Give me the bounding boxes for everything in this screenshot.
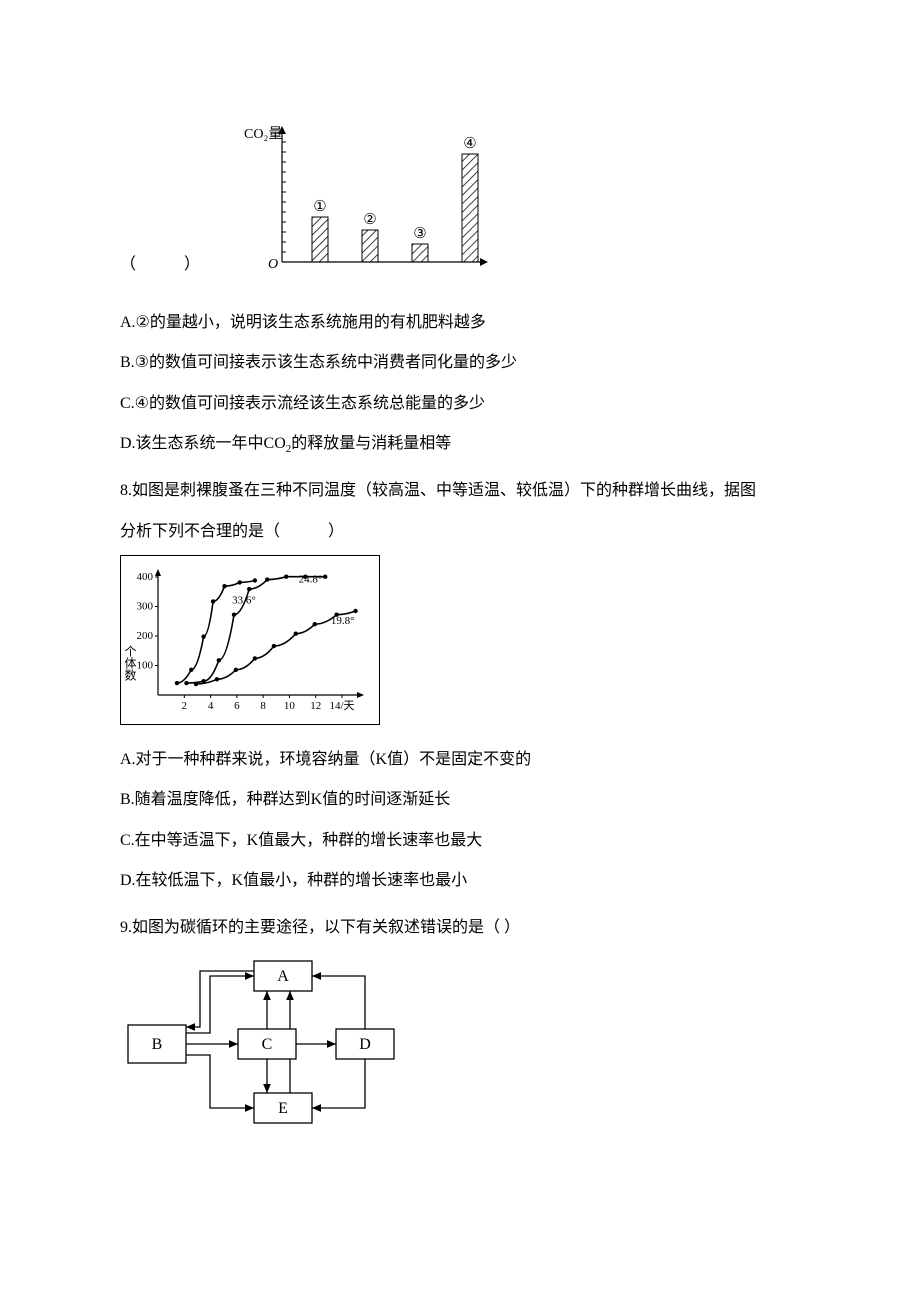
co2-bar-chart: ① ② ③ ④ CO₂量 O [240, 120, 490, 280]
q8-option-d: D.在较低温下，K值最小，种群的增长速率也最小 [120, 866, 830, 896]
svg-text:E: E [278, 1100, 288, 1117]
q7-option-b: B.③的数值可间接表示该生态系统中消费者同化量的多少 [120, 348, 830, 378]
population-growth-chart: 100200300400个体数2468101214/天33.6°24.8°19.… [120, 555, 380, 725]
q7-paren: （ ） [120, 250, 200, 280]
q8-option-a: A.对于一种种群来说，环境容纳量（K值）不是固定不变的 [120, 745, 830, 775]
svg-text:19.8°: 19.8° [331, 615, 355, 627]
svg-text:200: 200 [137, 630, 154, 642]
svg-text:8: 8 [260, 700, 266, 712]
svg-text:12: 12 [310, 700, 321, 712]
q8-stem-b: 分析下列不合理的是（ ） [120, 517, 830, 547]
q9-stem: 9.如图为碳循环的主要途径，以下有关叙述错误的是（ ） [120, 913, 830, 943]
svg-text:100: 100 [137, 660, 154, 672]
q7-option-c: C.④的数值可间接表示流经该生态系统总能量的多少 [120, 389, 830, 419]
svg-text:300: 300 [137, 601, 154, 613]
q7-option-d: D.该生态系统一年中CO2的释放量与消耗量相等 [120, 429, 830, 460]
svg-text:个体数: 个体数 [123, 645, 137, 682]
svg-text:10: 10 [284, 700, 296, 712]
svg-text:B: B [152, 1036, 163, 1053]
svg-text:②: ② [363, 212, 376, 228]
svg-text:400: 400 [137, 571, 154, 583]
svg-text:CO₂量: CO₂量 [244, 126, 282, 142]
carbon-cycle-diagram: A B C D E [120, 953, 420, 1143]
q9-chart-wrap: A B C D E [120, 953, 830, 1143]
svg-text:24.8°: 24.8° [299, 573, 323, 585]
q7-option-a: A.②的量越小，说明该生态系统施用的有机肥料越多 [120, 308, 830, 338]
svg-text:D: D [359, 1036, 371, 1053]
svg-text:④: ④ [463, 136, 476, 152]
q7-option-d-pre: D.该生态系统一年中CO [120, 435, 286, 452]
q8-option-c: C.在中等适温下，K值最大，种群的增长速率也最大 [120, 826, 830, 856]
svg-text:③: ③ [413, 226, 426, 242]
svg-text:6: 6 [234, 700, 240, 712]
q8-option-b: B.随着温度降低，种群达到K值的时间逐渐延长 [120, 785, 830, 815]
svg-text:A: A [277, 968, 289, 985]
svg-text:14/天: 14/天 [329, 700, 354, 712]
svg-text:4: 4 [208, 700, 214, 712]
q8-chart-wrap: 100200300400个体数2468101214/天33.6°24.8°19.… [120, 555, 830, 725]
svg-text:2: 2 [182, 700, 188, 712]
svg-text:O: O [268, 257, 278, 272]
q7-option-d-post: 的释放量与消耗量相等 [291, 435, 451, 452]
q7-chart-row: （ ） ① ② ③ ④ CO₂量 O [120, 120, 830, 280]
q8-stem-a: 8.如图是刺裸腹蚤在三种不同温度（较高温、中等适温、较低温）下的种群增长曲线，据… [120, 476, 830, 506]
svg-text:C: C [262, 1036, 273, 1053]
svg-text:①: ① [313, 199, 326, 215]
